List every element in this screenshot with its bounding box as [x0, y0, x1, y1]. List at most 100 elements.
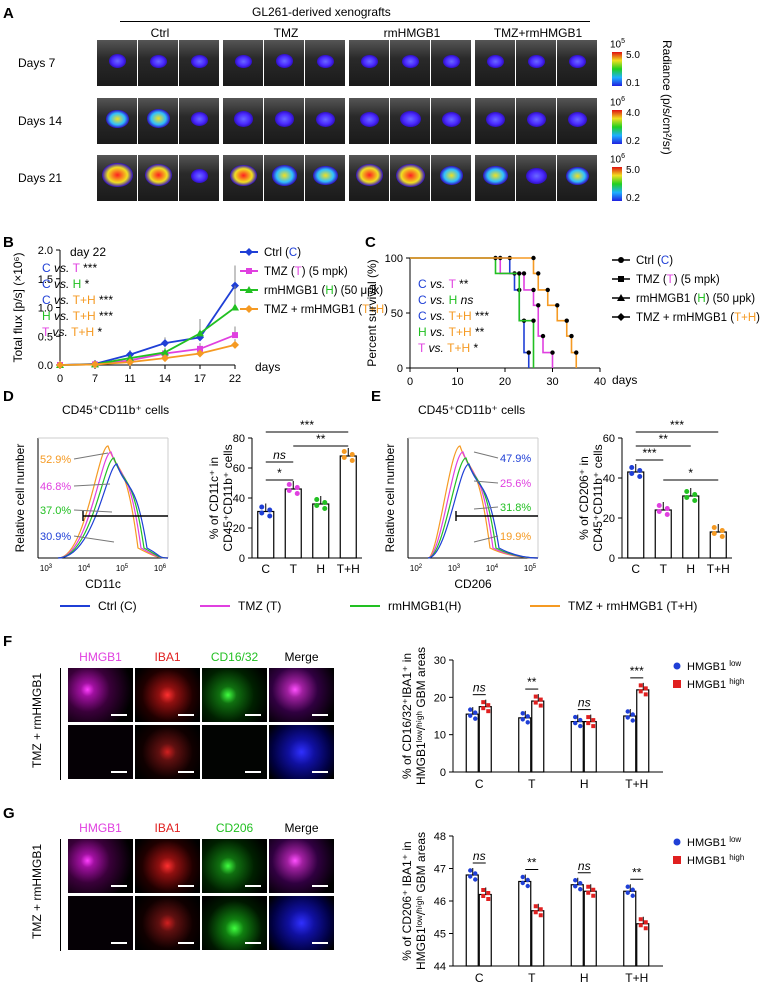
scale-bar	[178, 942, 194, 944]
data-point	[468, 874, 473, 879]
bar-T-1	[531, 700, 545, 773]
data-point	[525, 877, 530, 883]
event-marker	[531, 287, 536, 293]
event-marker	[526, 350, 531, 355]
mouse-image	[557, 40, 597, 86]
mouse-image	[179, 98, 219, 144]
tumor-signal	[190, 112, 209, 127]
data-point	[267, 507, 273, 513]
side-rule	[60, 839, 61, 951]
bar-H	[312, 503, 330, 559]
x-tick-label: H	[686, 562, 695, 576]
sig-label-0: ***	[300, 418, 314, 432]
annot-4: T vs. T+H *	[418, 341, 478, 355]
tumor-signal	[233, 111, 254, 127]
y-tick-label: 30	[434, 655, 446, 667]
pct-label-3: 30.9%	[40, 531, 71, 543]
tumor-signal	[528, 54, 545, 68]
series-line-3	[59, 344, 236, 366]
x-tick-label: T	[660, 562, 668, 576]
data-point	[286, 488, 292, 493]
mouse-image	[557, 155, 597, 201]
data-point	[161, 354, 169, 363]
panel-a-title-rule	[120, 21, 590, 22]
data-point	[314, 497, 320, 502]
mouse-image	[516, 155, 556, 201]
row-label-2: Days 21	[18, 171, 63, 185]
tumor-signal	[108, 54, 127, 69]
scale-max-2: 5.0	[626, 165, 640, 176]
tumor-signal	[402, 54, 419, 68]
x-tick-label: 10	[451, 376, 463, 388]
data-point	[591, 724, 596, 729]
bar-y-label: % of CD11c⁺ inCD45⁺CD11b⁺ cells	[207, 444, 235, 551]
micrograph-1-2	[202, 725, 267, 779]
scale-exp-1: 106	[610, 96, 626, 109]
bar-T-0	[518, 717, 532, 773]
mouse-image	[475, 98, 515, 144]
sig-label-3: **	[632, 865, 642, 879]
tumor-signal	[313, 165, 338, 186]
x-tick-label: T+H	[707, 562, 730, 576]
legend-marker-high	[673, 856, 681, 864]
data-point	[196, 349, 204, 358]
pct-label-1: 46.8%	[40, 481, 71, 493]
histogram-curve-2	[427, 457, 539, 559]
sig-label-1: **	[316, 432, 326, 446]
scale-min-2: 0.2	[626, 193, 640, 204]
event-marker	[517, 271, 522, 276]
tumor-signal	[274, 111, 295, 127]
micrograph-1-0	[68, 725, 133, 779]
data-point	[625, 890, 630, 895]
y-tick-label: 45	[434, 929, 446, 941]
legend-marker-high	[673, 680, 681, 688]
group-header-3: TMZ+rmHMGB1	[493, 26, 583, 40]
mouse-image	[349, 40, 389, 86]
data-point	[525, 720, 530, 725]
mouse-image	[264, 98, 304, 144]
legend-label-0: Ctrl (C)	[264, 247, 301, 259]
x-tick-label: 40	[594, 376, 606, 388]
legend-label-1: HMGB1 high	[687, 677, 744, 691]
data-point	[643, 926, 648, 931]
x-tick-label: 7	[92, 373, 98, 385]
panel-e-label: E	[371, 388, 382, 405]
data-point	[481, 888, 486, 892]
data-point	[719, 528, 725, 533]
micrograph-0-1	[135, 839, 200, 893]
legend-marker	[618, 257, 624, 263]
group-header-2: rmHMGB1	[383, 26, 441, 40]
hist-x-tick: 104	[486, 564, 499, 573]
legend-label-3: TMZ + rmHMGB1 (T+H)	[636, 312, 760, 324]
annot-title: day 22	[70, 245, 106, 259]
micrograph-0-3	[269, 839, 334, 893]
tumor-signal	[190, 169, 209, 184]
radiance-colorbar-1	[612, 110, 622, 144]
channel-label-2: CD206	[215, 821, 254, 835]
side-label: TMZ + rmHMGB1	[30, 673, 44, 768]
mouse-image	[179, 40, 219, 86]
data-point	[586, 890, 591, 895]
bar-C-0	[465, 874, 479, 967]
legend-label-3: TMZ + rmHMGB1 (T+H)	[264, 304, 388, 316]
channel-label-1: IBA1	[154, 650, 181, 664]
mouse-image	[390, 155, 430, 201]
y-tick-label: 80	[233, 433, 245, 445]
data-point	[538, 697, 543, 702]
x-tick-label: 0	[57, 373, 63, 385]
hist-y-label: Relative cell number	[383, 444, 397, 553]
mouse-image	[179, 155, 219, 201]
data-point	[349, 452, 355, 457]
tumor-signal	[235, 54, 252, 68]
event-marker	[545, 287, 550, 293]
data-point	[684, 495, 690, 500]
x-axis-label: days	[612, 373, 637, 387]
data-point	[231, 303, 239, 311]
y-tick-label: 0	[609, 553, 615, 565]
bar-T+H	[339, 455, 357, 559]
data-point	[126, 354, 134, 362]
mouse-image	[305, 155, 345, 201]
data-point	[591, 718, 596, 723]
data-point	[719, 534, 725, 539]
row-label-0: Days 7	[18, 56, 56, 70]
